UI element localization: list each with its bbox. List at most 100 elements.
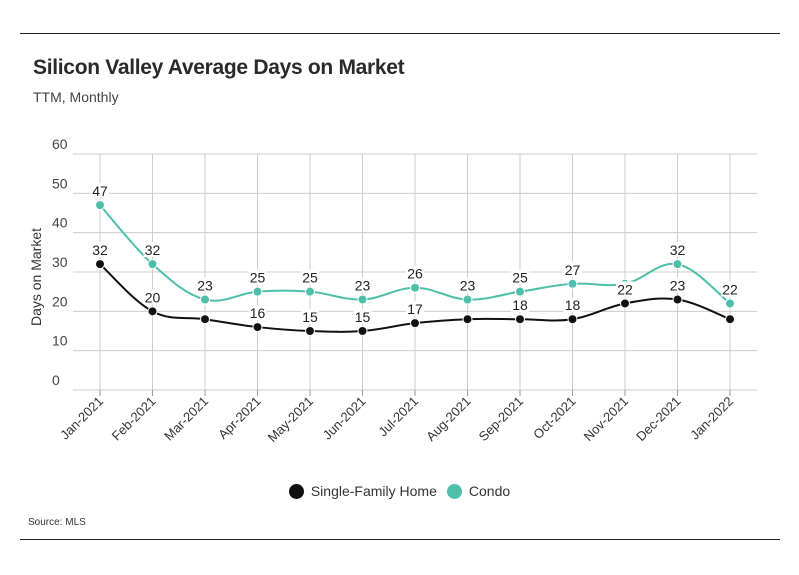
data-point-condo	[725, 298, 735, 309]
top-rule	[20, 33, 780, 34]
legend-dot-single-family	[288, 483, 304, 499]
y-axis-label: Days on Market	[28, 228, 44, 326]
data-label-bg-single-family	[406, 301, 424, 317]
y-tick-label: 20	[52, 293, 68, 309]
data-label-condo: 23	[197, 278, 213, 294]
data-label-bg-condo	[143, 242, 162, 258]
data-label-single-family: 15	[355, 309, 371, 325]
data-label-condo: 23	[355, 278, 371, 294]
data-label-condo: 47	[92, 183, 108, 199]
data-label-bg-condo	[511, 269, 529, 285]
data-label-bg-condo	[301, 269, 319, 285]
data-label-bg-single-family	[668, 277, 687, 293]
data-point-single-family	[410, 318, 420, 329]
data-label-single-family: 18	[565, 297, 581, 313]
data-label-bg-condo	[721, 281, 739, 297]
line-chart: 0 10 20 30 40 50 60 Jan-2021 Feb-2021 Mar-2021 Apr…	[28, 136, 757, 445]
data-point-condo	[672, 259, 683, 270]
legend-label-single-family: Single-Family Home	[310, 483, 437, 499]
data-label-single-family: 23	[670, 278, 686, 294]
data-point-single-family	[620, 298, 630, 309]
y-tick-label: 0	[52, 372, 60, 388]
data-point-condo	[252, 286, 263, 297]
data-point-single-family	[725, 314, 735, 325]
legend-item-condo: Condo	[446, 483, 511, 499]
x-tick-label: Oct-2021	[530, 394, 578, 442]
data-label-bg-condo	[458, 277, 477, 293]
data-point-condo	[462, 294, 473, 305]
data-label-bg-condo	[406, 265, 424, 281]
data-point-single-family	[357, 326, 368, 336]
data-label-bg-single-family	[91, 242, 109, 258]
x-tick-label: Sep-2021	[476, 394, 526, 444]
legend-dot-condo	[446, 483, 462, 499]
data-point-condo	[147, 259, 158, 270]
data-label-bg-single-family	[301, 309, 319, 324]
data-label-bg-single-family	[563, 297, 582, 313]
x-tick-label: Jan-2022	[687, 394, 736, 443]
data-point-condo	[410, 282, 420, 293]
x-tick-label: Jun-2021	[320, 394, 369, 443]
x-tick-label: Nov-2021	[581, 394, 631, 444]
data-point-condo	[515, 286, 525, 297]
x-tick-label: Dec-2021	[633, 394, 683, 444]
data-label-condo: 22	[722, 281, 738, 297]
x-tick-label: May-2021	[265, 394, 316, 445]
data-point-condo	[357, 294, 368, 305]
data-label-bg-condo	[248, 269, 267, 285]
data-label-bg-single-family	[143, 289, 162, 305]
x-tick-label: Feb-2021	[109, 394, 159, 444]
y-tick-label: 10	[52, 333, 68, 349]
data-label-bg-single-family	[353, 309, 372, 324]
data-label-single-family: 32	[92, 242, 108, 258]
data-point-condo	[305, 286, 315, 297]
data-label-condo: 25	[512, 270, 528, 286]
x-tick-label: Apr-2021	[215, 394, 263, 442]
data-point-single-family	[95, 259, 105, 270]
data-point-condo	[200, 294, 210, 305]
data-label-condo: 27	[565, 262, 581, 278]
data-label-condo: 26	[407, 266, 423, 282]
data-point-condo	[95, 200, 105, 211]
data-label-single-family: 17	[407, 301, 423, 317]
data-label-condo: 25	[302, 270, 318, 286]
data-label-bg-condo	[353, 277, 372, 293]
data-label-single-family: 22	[617, 281, 633, 297]
data-label-single-family: 18	[512, 297, 528, 313]
legend-label-condo: Condo	[468, 483, 511, 499]
data-label-single-family: 20	[145, 289, 161, 305]
data-point-single-family	[200, 314, 210, 325]
x-tick-label: Jul-2021	[375, 394, 421, 440]
data-label-bg-condo	[91, 183, 109, 199]
data-point-condo	[567, 278, 578, 289]
bottom-rule	[20, 539, 780, 540]
data-label-bg-single-family	[616, 281, 634, 297]
chart-title: Silicon Valley Average Days on Market	[33, 56, 405, 79]
y-tick-label: 30	[52, 254, 68, 270]
data-point-single-family	[567, 314, 578, 325]
data-label-bg-condo	[196, 277, 214, 293]
data-point-single-family	[305, 326, 315, 336]
data-label-condo: 32	[670, 242, 686, 258]
data-label-bg-condo	[563, 261, 582, 277]
data-label-condo: 32	[145, 242, 161, 258]
data-point-single-family	[515, 314, 525, 325]
x-tick-label: Jan-2021	[57, 394, 106, 443]
data-label-single-family: 16	[250, 305, 266, 321]
data-point-single-family	[462, 314, 473, 325]
data-label-condo: 23	[460, 278, 476, 294]
chart-legend: Single-Family Home Condo	[0, 483, 799, 499]
data-label-condo: 25	[250, 270, 266, 286]
data-label-bg-single-family	[511, 297, 529, 313]
x-tick-label: Mar-2021	[161, 394, 211, 444]
data-point-single-family	[147, 306, 158, 317]
data-point-single-family	[252, 322, 263, 333]
y-tick-label: 40	[52, 215, 68, 231]
data-label-single-family: 15	[302, 309, 318, 325]
data-label-bg-single-family	[248, 305, 267, 321]
chart-subtitle: TTM, Monthly	[33, 89, 119, 105]
legend-item-single-family: Single-Family Home	[288, 483, 437, 499]
y-tick-label: 60	[52, 136, 68, 152]
y-tick-label: 50	[52, 175, 68, 191]
x-tick-label: Aug-2021	[423, 394, 473, 444]
